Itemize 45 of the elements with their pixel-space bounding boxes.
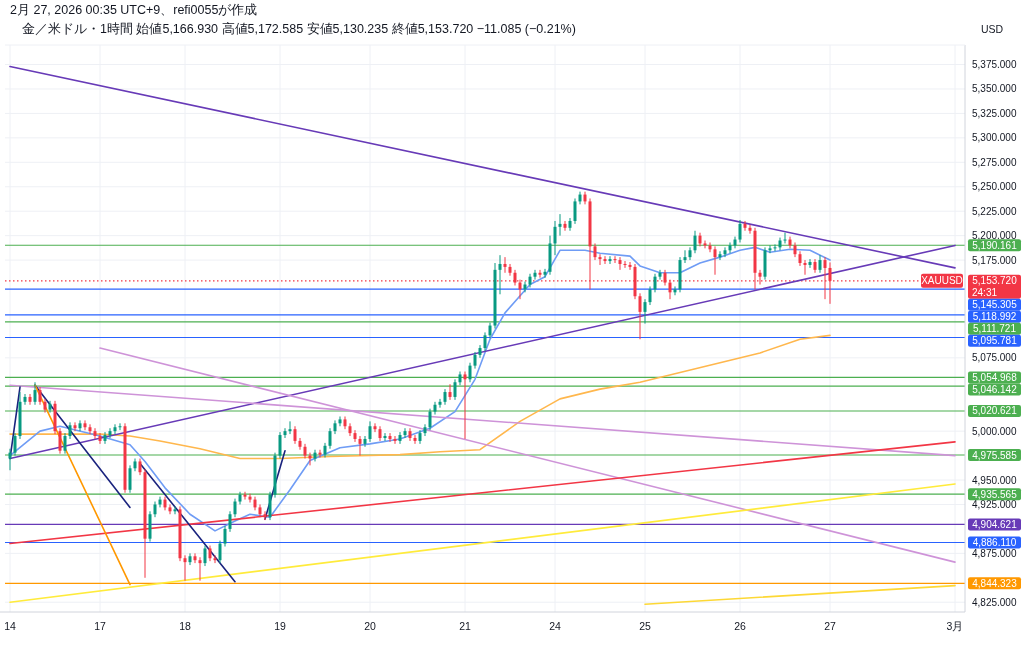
- y-tick-label: 4,825.000: [972, 596, 1017, 608]
- y-tick-label: 5,250.000: [972, 181, 1017, 193]
- x-tick-label: 27: [824, 620, 836, 632]
- ref-line-label: 5,054.968: [972, 371, 1018, 383]
- chart-subtitle: 金／米ドル・1時間 始値5,166.930 高値5,172.585 安値5,130.235 終値5,153.720 −11.085 (−0.21%): [22, 21, 576, 36]
- y-tick-label: 5,350.000: [972, 83, 1017, 95]
- x-tick-label: 24: [549, 620, 561, 632]
- ref-line-label: 4,886.110: [972, 536, 1017, 548]
- ref-line-label: 5,153.720: [972, 275, 1018, 287]
- y-tick-label: 5,075.000: [972, 352, 1017, 364]
- y-tick-label: 4,875.000: [972, 547, 1017, 559]
- y-tick-label: 5,375.000: [972, 59, 1017, 71]
- ref-line-label: 5,095.781: [972, 335, 1018, 347]
- y-tick-label: 5,300.000: [972, 132, 1017, 144]
- y-tick-label: 5,225.000: [972, 205, 1017, 217]
- x-tick-label: 14: [4, 620, 16, 632]
- ref-line-label: 5,111.721: [972, 323, 1017, 335]
- y-tick-label: 5,175.000: [972, 254, 1017, 266]
- x-tick-label: 26: [734, 620, 746, 632]
- ref-line-label: 5,046.142: [972, 383, 1018, 395]
- y-tick-label: 5,325.000: [972, 107, 1017, 119]
- y-tick-label: 5,000.000: [972, 425, 1017, 437]
- x-tick-label: 25: [639, 620, 651, 632]
- x-tick-label: 18: [179, 620, 191, 632]
- ref-line-label: 4,904.621: [972, 518, 1018, 530]
- x-tick-label: 20: [364, 620, 376, 632]
- ref-line-label: 5,145.305: [972, 299, 1018, 311]
- ref-line-label: 5,020.621: [972, 405, 1018, 417]
- ref-line-label: 5,190.161: [972, 239, 1018, 251]
- x-tick-label: 3月: [946, 620, 964, 632]
- chart-title: 2月 27, 2026 00:35 UTC+9、refi0055が作成: [10, 3, 258, 17]
- y-tick-label: 5,275.000: [972, 156, 1017, 168]
- x-tick-label: 19: [274, 620, 286, 632]
- y-tick-label: 5,200.000: [972, 230, 1017, 242]
- y-tick-label: 4,950.000: [972, 474, 1017, 486]
- annotation: XAUUSD: [921, 275, 963, 287]
- ref-line-label: 4,844.323: [972, 577, 1018, 589]
- y-axis-title: USD: [980, 23, 1004, 35]
- ref-line-label: 4,975.585: [972, 449, 1018, 461]
- text: 24:31: [972, 287, 998, 299]
- x-tick-label: 17: [94, 620, 106, 632]
- x-tick-label: 21: [459, 620, 471, 632]
- y-tick-label: 4,925.000: [972, 498, 1017, 510]
- ref-line-label: 4,935.565: [972, 488, 1018, 500]
- ref-line-label: 5,118.992: [972, 311, 1017, 323]
